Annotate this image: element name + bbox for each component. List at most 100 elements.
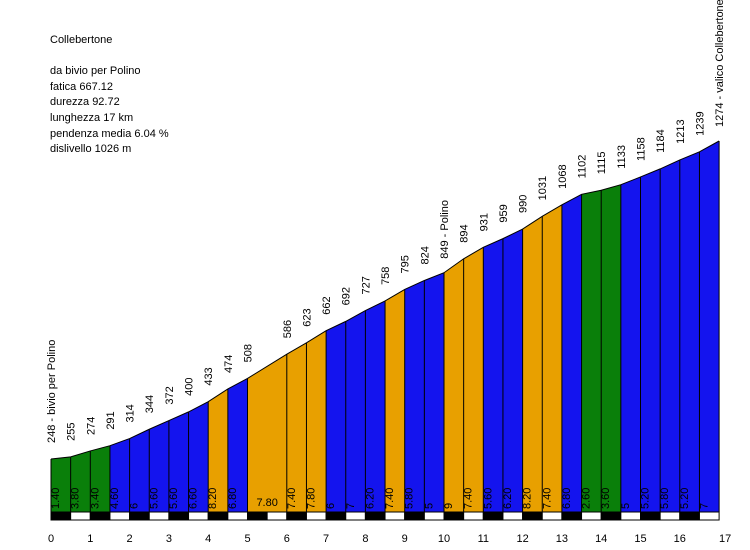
grade-label-27: 3.60 [600, 488, 612, 509]
scale-bar-block-2 [89, 511, 111, 521]
km-tick-15: 15 [634, 533, 646, 545]
climb-info-panel: Collebertone da bivio per Polino fatica … [50, 33, 169, 158]
altitude-label-29: 1158 [636, 137, 648, 161]
scale-bar-block-18 [404, 511, 425, 521]
profile-segment-2 [90, 445, 110, 512]
km-tick-3: 3 [166, 533, 172, 545]
profile-outline [50, 140, 720, 460]
profile-segment-29 [640, 168, 661, 513]
profile-segment-0 [51, 456, 71, 512]
scale-bar-block-11 [266, 511, 288, 521]
altitude-label-13: 662 [321, 296, 333, 314]
altitude-label-27: 1115 [596, 151, 608, 174]
scale-bar-block-31 [659, 511, 681, 521]
km-tick-7: 7 [323, 533, 329, 545]
altitude-label-20: 894 [459, 224, 471, 242]
profile-segment-9 [227, 378, 248, 512]
profile-segment-3 [109, 438, 130, 512]
grade-label-28: 5 [620, 503, 632, 509]
altitude-label-25: 1068 [557, 164, 569, 188]
altitude-label-22: 959 [498, 204, 510, 222]
km-tick-11: 11 [478, 533, 489, 545]
scale-bar-block-19 [423, 511, 445, 521]
scale-bar-block-16 [364, 511, 386, 521]
altitude-label-23: 990 [518, 195, 530, 213]
grade-label-15: 6.20 [364, 488, 376, 509]
scale-bar-block-30 [640, 511, 661, 521]
profile-segment-1 [70, 450, 91, 512]
scale-bar-block-27 [581, 511, 602, 521]
scale-bar-block-26 [561, 511, 583, 521]
dislivello-value: dislivello 1026 m [50, 143, 132, 156]
grade-label-3: 4.60 [109, 488, 121, 509]
grade-label-29: 5.20 [640, 488, 652, 509]
km-tick-12: 12 [516, 533, 528, 545]
scale-bar-block-28 [600, 511, 622, 521]
km-tick-8: 8 [362, 533, 368, 545]
profile-segment-12 [306, 330, 327, 512]
altitude-label-30: 1184 [655, 129, 667, 153]
scale-bar-block-33 [698, 511, 720, 521]
grade-label-8: 8.20 [207, 488, 219, 509]
scale-bar-block-8 [207, 511, 229, 521]
profile-segment-16 [385, 289, 405, 512]
km-tick-16: 16 [674, 533, 686, 545]
altitude-label-3: 291 [105, 411, 117, 429]
profile-segment-10 [247, 354, 287, 512]
grade-label-2: 3.40 [89, 488, 101, 509]
km-tick-14: 14 [595, 533, 607, 545]
grade-label-4: 6 [129, 503, 141, 509]
pendenza-value: pendenza media 6.04 % [50, 127, 169, 140]
km-tick-0: 0 [48, 533, 54, 545]
grade-label-24: 7.40 [541, 488, 553, 509]
climb-title: Collebertone [50, 34, 113, 46]
profile-segment-28 [620, 176, 641, 512]
altitude-label-21: 931 [478, 213, 490, 231]
altitude-label-1: 255 [66, 422, 78, 440]
profile-segment-23 [522, 216, 543, 512]
grade-label-9: 6.80 [227, 488, 239, 509]
altitude-label-0: 248 - bivio per Polino [46, 340, 58, 443]
grade-label-6: 5.60 [168, 488, 180, 509]
profile-segment-13 [326, 321, 346, 512]
scale-bar-block-10 [247, 511, 268, 521]
scale-bar-block-14 [325, 511, 347, 521]
profile-segment-31 [679, 151, 700, 512]
profile-segment-14 [345, 310, 366, 512]
km-tick-2: 2 [127, 533, 133, 545]
km-tick-5: 5 [244, 533, 250, 545]
profile-segment-22 [502, 229, 523, 513]
km-tick-6: 6 [284, 533, 290, 545]
scale-bar-block-5 [148, 511, 170, 521]
scale-bar-block-15 [345, 511, 366, 521]
altitude-label-6: 372 [164, 386, 176, 404]
profile-segment-32 [699, 141, 720, 512]
profile-segment-18 [424, 272, 444, 512]
profile-segment-27 [601, 184, 621, 512]
profile-segment-15 [365, 300, 386, 512]
grade-label-26: 2.60 [581, 488, 593, 509]
grade-label-19: 9 [443, 503, 455, 509]
km-tick-4: 4 [205, 533, 211, 545]
grade-label-23: 8.20 [522, 488, 534, 509]
scale-bar-block-4 [129, 511, 150, 521]
km-tick-10: 10 [438, 533, 450, 545]
profile-segment-5 [149, 420, 169, 512]
scale-bar-block-3 [109, 511, 131, 521]
altitude-label-9: 474 [223, 355, 235, 373]
altitude-label-5: 344 [144, 395, 156, 413]
km-tick-13: 13 [556, 533, 568, 545]
grade-label-25: 6.80 [561, 488, 573, 509]
altitude-label-12: 623 [301, 308, 313, 326]
grade-label-0: 1.40 [50, 488, 62, 509]
altitude-label-19: 849 - Polino [439, 200, 451, 259]
km-tick-17: 17 [719, 533, 731, 545]
grade-label-12: 7.80 [305, 488, 317, 509]
profile-segment-26 [581, 190, 602, 512]
grade-label-14: 7 [345, 503, 357, 509]
climb-start-label: da bivio per Polino [50, 65, 141, 78]
scale-bar-block-0 [50, 511, 72, 521]
km-tick-9: 9 [402, 533, 408, 545]
